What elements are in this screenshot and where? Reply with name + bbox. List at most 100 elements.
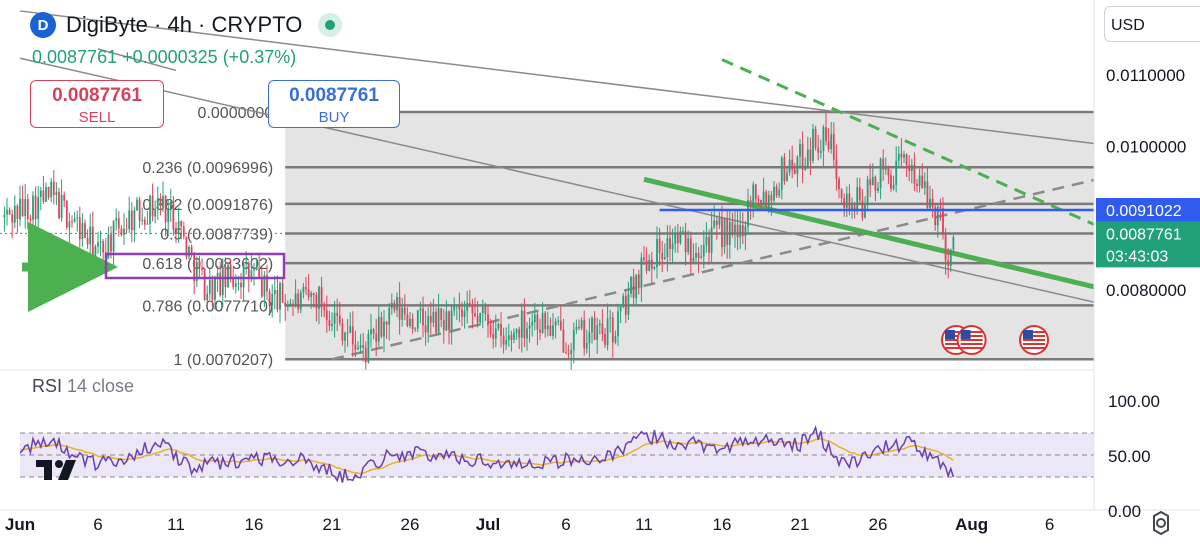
candle	[796, 156, 799, 174]
currency-selector[interactable]: USD	[1104, 6, 1200, 42]
buy-price: 0.0087761	[289, 85, 379, 106]
candle	[692, 257, 695, 262]
candle	[341, 323, 344, 341]
candle	[583, 320, 586, 349]
candle	[575, 327, 578, 330]
candle	[934, 207, 937, 226]
candle	[159, 197, 162, 206]
candle	[835, 159, 838, 179]
candle	[609, 317, 612, 319]
candle	[401, 307, 404, 320]
candle	[68, 221, 71, 228]
candle	[536, 314, 539, 330]
date-tick-label: 26	[869, 515, 888, 534]
candle	[136, 199, 138, 211]
candle	[201, 268, 203, 270]
candle	[458, 304, 461, 310]
candle	[606, 318, 609, 345]
candle	[858, 187, 861, 201]
buy-button[interactable]: 0.0087761 BUY	[268, 80, 400, 128]
candle	[721, 217, 723, 248]
last-price-label: 0.0087761	[1106, 226, 1182, 243]
candle	[947, 260, 950, 266]
candle	[487, 313, 489, 326]
market-status-icon[interactable]	[318, 13, 343, 37]
candle	[871, 176, 874, 186]
candle	[783, 157, 786, 181]
price-tick-label: 0.0110000	[1106, 66, 1185, 85]
tradingview-logo-icon[interactable]	[34, 458, 84, 482]
candle	[565, 352, 567, 354]
symbol-title[interactable]: DigiByte · 4h · CRYPTO	[66, 12, 303, 37]
trend-line-lower-gray	[19, 57, 1094, 303]
candle	[6, 209, 8, 215]
candle	[180, 220, 183, 227]
candle	[775, 186, 778, 196]
candle	[825, 127, 827, 142]
candle	[715, 220, 718, 225]
date-tick-label: 21	[791, 515, 810, 534]
date-tick-label: 6	[93, 515, 102, 534]
price-tick-label: 0.0080000	[1106, 281, 1186, 300]
candle	[773, 186, 775, 201]
candle	[390, 302, 393, 309]
candle	[598, 323, 601, 326]
candle	[164, 195, 167, 223]
trend-line-rising-dashed	[331, 178, 1094, 361]
candle	[918, 175, 921, 186]
date-tick-label: Jul	[476, 515, 501, 534]
candle	[481, 306, 484, 314]
candle	[552, 325, 554, 337]
candle	[286, 305, 289, 307]
date-tick-label: 6	[561, 515, 570, 534]
candle	[117, 218, 120, 229]
candle	[273, 290, 276, 295]
candle	[653, 267, 656, 269]
candle	[450, 310, 453, 331]
candle	[42, 190, 45, 202]
candle	[827, 141, 830, 150]
candle	[16, 205, 19, 220]
candle	[115, 218, 118, 221]
candle	[910, 164, 913, 172]
candle	[237, 283, 240, 285]
candle	[419, 308, 422, 311]
candle	[422, 308, 424, 326]
candle	[643, 257, 645, 260]
candle	[39, 190, 42, 197]
candle	[351, 326, 354, 345]
candle	[879, 158, 882, 188]
candle	[123, 228, 125, 235]
date-tick-label: 16	[713, 515, 732, 534]
candle	[344, 332, 346, 341]
candle	[908, 165, 911, 172]
candle	[679, 231, 682, 244]
trend-line-top-gray	[97, 48, 177, 72]
candle	[492, 334, 495, 339]
fib-level-label: 0.5 (0.0087739)	[160, 227, 273, 244]
candle	[276, 290, 279, 310]
candle	[921, 175, 924, 188]
candle	[302, 287, 305, 293]
candle	[71, 221, 73, 223]
candle	[931, 198, 934, 208]
candle	[297, 293, 300, 310]
sell-price: 0.0087761	[52, 85, 142, 106]
candle	[497, 324, 500, 329]
candle	[570, 350, 573, 354]
candle	[247, 262, 250, 279]
candle	[453, 306, 456, 311]
candle	[227, 264, 229, 287]
date-tick-label: 11	[167, 515, 185, 534]
candle	[936, 206, 939, 226]
candle	[848, 193, 851, 211]
candle	[778, 189, 781, 196]
candle	[697, 253, 700, 258]
candle	[260, 277, 263, 297]
candle	[708, 236, 710, 253]
sell-button[interactable]: 0.0087761 SELL	[30, 80, 164, 128]
settings-gear-icon[interactable]	[1148, 510, 1174, 536]
candle	[333, 312, 336, 324]
candle	[562, 329, 565, 353]
